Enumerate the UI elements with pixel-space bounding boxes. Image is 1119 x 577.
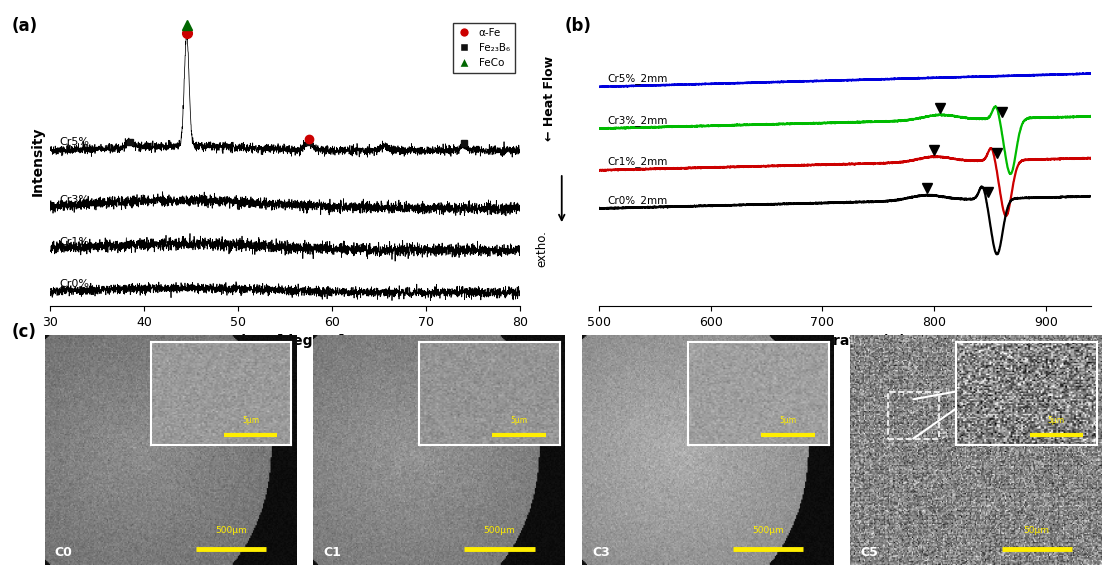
X-axis label: 2theta[degree]: 2theta[degree] bbox=[225, 334, 346, 348]
Text: C5: C5 bbox=[861, 546, 878, 559]
Text: 5μm: 5μm bbox=[1047, 415, 1065, 425]
Text: 5μm: 5μm bbox=[510, 415, 528, 425]
Text: Cr5%_2mm: Cr5%_2mm bbox=[608, 73, 668, 84]
Text: (b): (b) bbox=[565, 17, 592, 35]
Bar bbox=[888, 392, 939, 439]
Text: (a): (a) bbox=[11, 17, 37, 35]
Text: C3: C3 bbox=[592, 546, 610, 559]
Y-axis label: Intensity: Intensity bbox=[31, 127, 45, 196]
Text: Cr0%: Cr0% bbox=[59, 279, 90, 289]
Text: 500μm: 500μm bbox=[752, 526, 784, 535]
Text: extho.: extho. bbox=[536, 230, 548, 267]
Text: Cr3%: Cr3% bbox=[59, 194, 90, 205]
Text: Cr1%_2mm: Cr1%_2mm bbox=[608, 156, 668, 167]
Text: C1: C1 bbox=[323, 546, 341, 559]
Text: Cr3%_2mm: Cr3%_2mm bbox=[608, 115, 668, 126]
Text: 5μm: 5μm bbox=[779, 415, 797, 425]
Text: ← Heat Flow: ← Heat Flow bbox=[543, 55, 556, 141]
Text: Cr0%_2mm: Cr0%_2mm bbox=[608, 195, 668, 206]
Text: 5μm: 5μm bbox=[242, 415, 260, 425]
Text: 50μm: 50μm bbox=[1024, 526, 1050, 535]
Text: Cr5%: Cr5% bbox=[59, 137, 90, 147]
Text: 500μm: 500μm bbox=[215, 526, 247, 535]
Text: C0: C0 bbox=[55, 546, 73, 559]
Text: 500μm: 500μm bbox=[483, 526, 516, 535]
Text: Cr1%: Cr1% bbox=[59, 237, 90, 247]
Text: (c): (c) bbox=[11, 323, 36, 341]
X-axis label: Temperature(K): Temperature(K) bbox=[783, 334, 906, 348]
Legend: α-Fe, Fe₂₃B₆, FeCo: α-Fe, Fe₂₃B₆, FeCo bbox=[453, 23, 515, 73]
